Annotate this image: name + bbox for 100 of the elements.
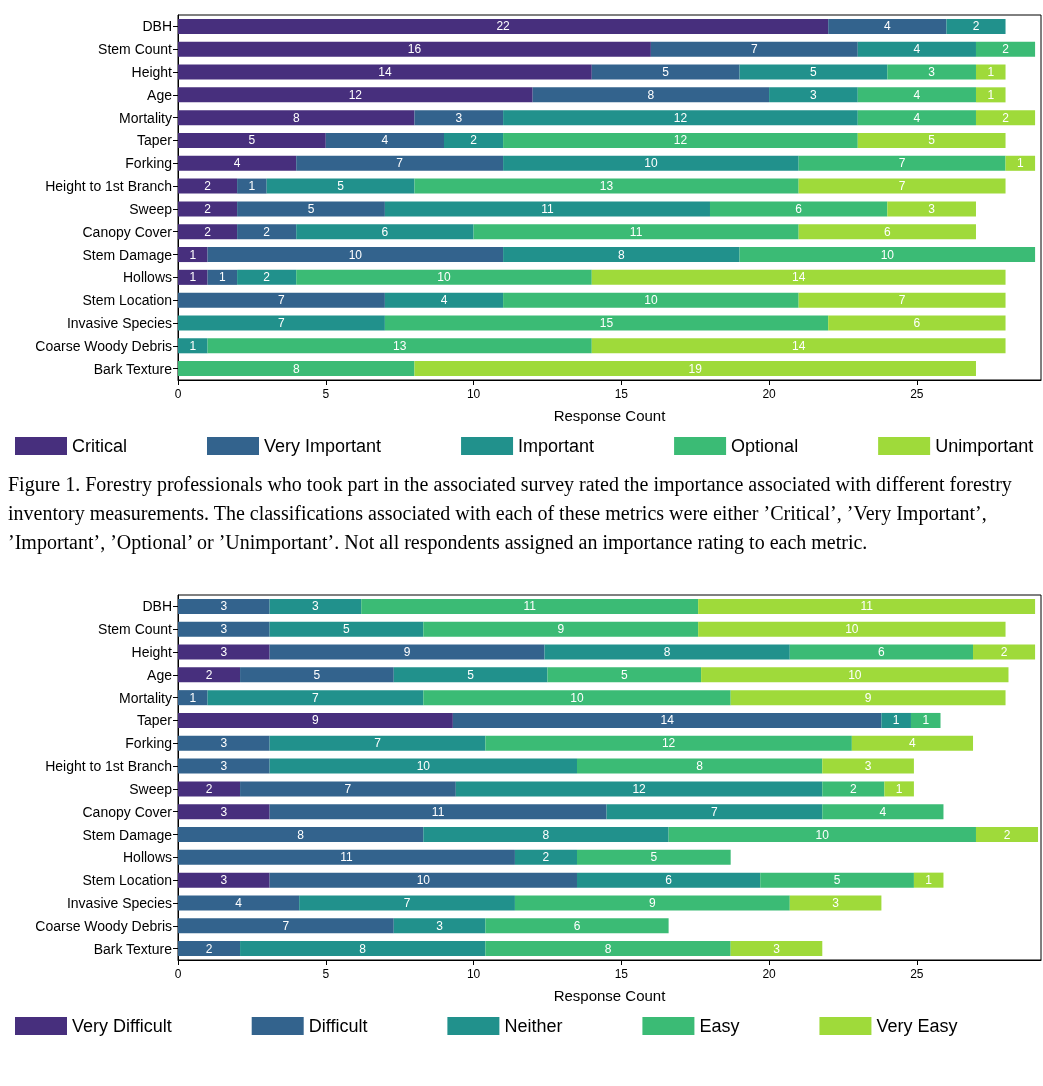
data-label: 2 [204,224,212,239]
data-label: 11 [431,804,445,819]
bar [414,178,799,194]
bar [739,247,1036,263]
legend-label: Unimportant [935,436,1034,456]
data-label: 12 [661,736,676,751]
bar [452,712,882,728]
data-label: 2 [204,179,212,194]
bar [269,804,607,820]
bar [789,644,974,660]
y-tick-label: Height to 1st Branch [45,178,172,195]
x-tick-label: 5 [322,967,330,981]
data-label: 8 [647,87,655,102]
data-label: 8 [292,110,300,125]
data-label: 13 [599,179,614,194]
bar [269,644,545,660]
bar [698,598,1036,614]
data-label: 7 [898,156,906,171]
data-label: 3 [773,941,781,956]
data-label: 10 [416,873,431,888]
y-tick-label: Height to 1st Branch [45,758,172,775]
bar [822,781,885,797]
bar [178,178,238,194]
data-label: 9 [403,645,411,660]
y-tick-label: Mortality [119,689,172,706]
data-label: 6 [381,224,389,239]
y-tick-label: Hollows [122,269,172,286]
data-label: 5 [307,201,315,216]
bar [485,941,731,957]
bar [423,621,699,637]
bar [769,87,858,103]
data-label: 5 [928,133,936,148]
x-tick-label: 15 [614,967,629,981]
data-label: 1 [987,87,995,102]
data-label: 3 [312,599,320,614]
bar [946,18,1006,34]
data-label: 2 [205,667,213,682]
data-label: 7 [711,804,719,819]
data-label: 6 [665,873,673,888]
bar [269,598,362,614]
bar [514,895,790,911]
data-label: 2 [972,19,980,34]
data-label: 1 [248,179,256,194]
bar [789,895,882,911]
bar [178,735,270,751]
x-tick-label: 5 [322,387,330,401]
data-label: 4 [381,133,389,148]
caption: Figure 1. Forestry professionals who took part in the associated survey rated the importance associated with different forestry inventory measurements. The classifications associated with each of these metrics were either ’Critical’, ’Very Important’, ’Important’, ’Optional’ or ’Unimportant’. Not all respondents assigned an importance rating to each metric. [7,472,1013,556]
bar [503,292,799,308]
bar [760,872,914,888]
bar [237,269,297,285]
data-label: 3 [220,804,228,819]
bar [178,110,415,126]
x-tick-label: 25 [910,967,924,981]
bar [485,735,852,751]
data-label: 14 [791,270,806,285]
y-tick-label: Sweep [129,200,173,217]
data-label: 3 [864,759,872,774]
bar [237,201,385,217]
data-label: 7 [282,918,290,933]
bar [237,224,297,240]
bar [296,224,474,240]
bar [178,598,270,614]
data-label: 10 [644,293,658,308]
bar [178,895,300,911]
bar [178,644,270,660]
bar [857,87,976,103]
bar [269,735,486,751]
bar [178,361,415,377]
data-label: 2 [205,941,213,956]
bar [178,941,241,957]
bar [240,781,456,797]
bar [178,690,208,706]
bar [266,178,415,194]
data-label: 5 [467,667,475,682]
data-label: 1 [189,247,197,262]
y-tick-label: Age [147,86,173,103]
data-label: 4 [909,736,917,751]
bar [455,781,823,797]
bar [975,110,1036,126]
data-label: 15 [599,315,614,330]
data-label: 10 [348,247,363,262]
bar [798,224,976,240]
bar [178,338,208,354]
x-tick-label: 0 [174,967,182,981]
data-label: 3 [832,895,840,910]
bar [739,64,888,80]
bar [973,644,1036,660]
data-label: 7 [750,42,758,57]
data-label: 7 [278,293,286,308]
data-label: 2 [1002,42,1010,57]
y-tick-label: Stem Count [98,621,173,638]
y-tick-label: Height [131,644,173,661]
bar [857,132,1006,148]
x-tick-label: 10 [466,967,481,981]
bar [178,781,241,797]
data-label: 10 [570,690,584,705]
data-label: 10 [416,759,431,774]
data-label: 13 [392,338,407,353]
bar [975,64,1006,80]
